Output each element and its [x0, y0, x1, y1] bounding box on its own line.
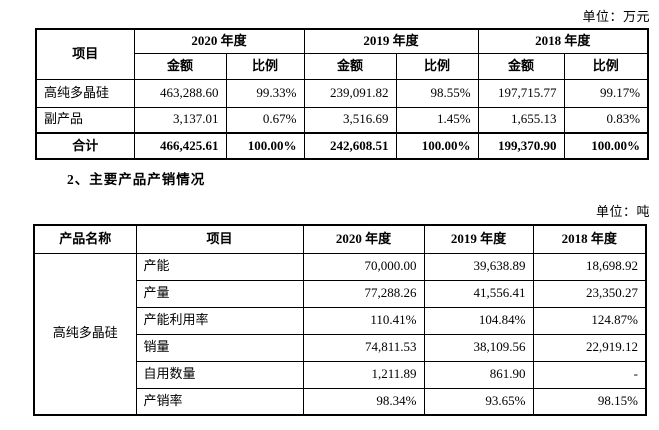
col-header-amount-2020: 金额	[133, 52, 227, 80]
amount-2020-total: 466,425.61	[133, 132, 227, 160]
col-header-ratio-2018: 比例	[563, 52, 649, 80]
table-row-sales-volume: 销量 74,811.53 38,109.56 22,919.12	[34, 333, 647, 362]
row-label: 高纯多晶硅	[35, 78, 135, 108]
amount-2020: 463,288.60	[133, 78, 227, 108]
amount-2019-total: 242,608.51	[303, 132, 397, 160]
table-row-total: 合计 466,425.61 100.00% 242,608.51 100.00%…	[35, 132, 649, 160]
col-header-item: 项目	[35, 28, 135, 80]
col-header-2019: 2019 年度	[423, 224, 534, 254]
table-row-polysilicon: 高纯多晶硅 463,288.60 99.33% 239,091.82 98.55…	[35, 78, 649, 108]
value-2019: 104.84%	[423, 306, 534, 335]
col-header-2020: 2020 年度	[302, 224, 425, 254]
ratio-2019: 1.45%	[395, 106, 479, 134]
table-row-capacity: 高纯多晶硅 产能 70,000.00 39,638.89 18,698.92	[33, 252, 647, 416]
col-header-2018: 2018 年度	[477, 28, 649, 54]
unit-label-wan-yuan: 单位：万元	[582, 9, 650, 24]
revenue-composition-table: 项目 2020 年度 2019 年度 2018 年度 金额 比例 金额 比例 金…	[35, 28, 650, 160]
value-2020: 70,000.00	[302, 252, 425, 281]
row-label: 副产品	[35, 106, 135, 134]
ratio-2020-total: 100.00%	[225, 132, 305, 160]
value-2018: 98.15%	[532, 387, 647, 416]
table-row-byproduct: 副产品 3,137.01 0.67% 3,516.69 1.45% 1,655.…	[35, 106, 649, 134]
ratio-2020: 99.33%	[225, 78, 305, 108]
amount-2019: 239,091.82	[303, 78, 397, 108]
row-label-total: 合计	[35, 132, 135, 160]
col-header-item: 项目	[135, 224, 304, 254]
value-2018: 22,919.12	[532, 333, 647, 362]
col-header-amount-2018: 金额	[477, 52, 565, 80]
table-row-output: 产量 77,288.26 41,556.41 23,350.27	[34, 279, 647, 308]
amount-2018: 197,715.77	[477, 78, 565, 108]
item-label: 自用数量	[135, 360, 304, 389]
value-2020: 74,811.53	[302, 333, 425, 362]
product-name-cell: 高纯多晶硅	[33, 252, 137, 416]
unit-label-ton: 单位：吨	[595, 204, 650, 219]
table-row-utilization: 产能利用率 110.41% 104.84% 124.87%	[34, 306, 647, 335]
table-row-self-use: 自用数量 1,211.89 861.90 -	[34, 360, 647, 389]
col-header-2020: 2020 年度	[133, 28, 305, 54]
ratio-2018: 99.17%	[563, 78, 649, 108]
ratio-2018: 0.83%	[563, 106, 649, 134]
item-label: 销量	[135, 333, 304, 362]
col-header-2019: 2019 年度	[303, 28, 479, 54]
ratio-2018-total: 100.00%	[563, 132, 649, 160]
value-2020: 98.34%	[302, 387, 425, 416]
value-2018: 18,698.92	[532, 252, 647, 281]
table-header-row-sub: 金额 比例 金额 比例 金额 比例	[36, 52, 649, 80]
item-label: 产能	[135, 252, 304, 281]
value-2019: 93.65%	[423, 387, 534, 416]
value-2020: 110.41%	[302, 306, 425, 335]
section-heading: 2、主要产品产销情况	[67, 172, 206, 187]
col-header-ratio-2020: 比例	[225, 52, 305, 80]
item-label: 产能利用率	[135, 306, 304, 335]
item-label: 产量	[135, 279, 304, 308]
value-2018: 124.87%	[532, 306, 647, 335]
table-header-row: 产品名称 项目 2020 年度 2019 年度 2018 年度	[33, 224, 647, 254]
ratio-2019-total: 100.00%	[395, 132, 479, 160]
table-row-sales-ratio: 产销率 98.34% 93.65% 98.15%	[34, 387, 647, 416]
ratio-2020: 0.67%	[225, 106, 305, 134]
col-header-2018: 2018 年度	[532, 224, 647, 254]
value-2020: 77,288.26	[302, 279, 425, 308]
col-header-ratio-2019: 比例	[395, 52, 479, 80]
value-2019: 41,556.41	[423, 279, 534, 308]
item-label: 产销率	[135, 387, 304, 416]
table-header-row-years: 项目 2020 年度 2019 年度 2018 年度	[35, 28, 649, 80]
col-header-amount-2019: 金额	[303, 52, 397, 80]
amount-2018: 1,655.13	[477, 106, 565, 134]
production-sales-table: 产品名称 项目 2020 年度 2019 年度 2018 年度 高纯多晶硅 产能…	[33, 224, 647, 416]
value-2019: 39,638.89	[423, 252, 534, 281]
value-2019: 38,109.56	[423, 333, 534, 362]
amount-2019: 3,516.69	[303, 106, 397, 134]
amount-2020: 3,137.01	[133, 106, 227, 134]
value-2018: -	[532, 360, 647, 389]
value-2019: 861.90	[423, 360, 534, 389]
amount-2018-total: 199,370.90	[477, 132, 565, 160]
ratio-2019: 98.55%	[395, 78, 479, 108]
value-2018: 23,350.27	[532, 279, 647, 308]
value-2020: 1,211.89	[302, 360, 425, 389]
col-header-product-name: 产品名称	[33, 224, 137, 254]
